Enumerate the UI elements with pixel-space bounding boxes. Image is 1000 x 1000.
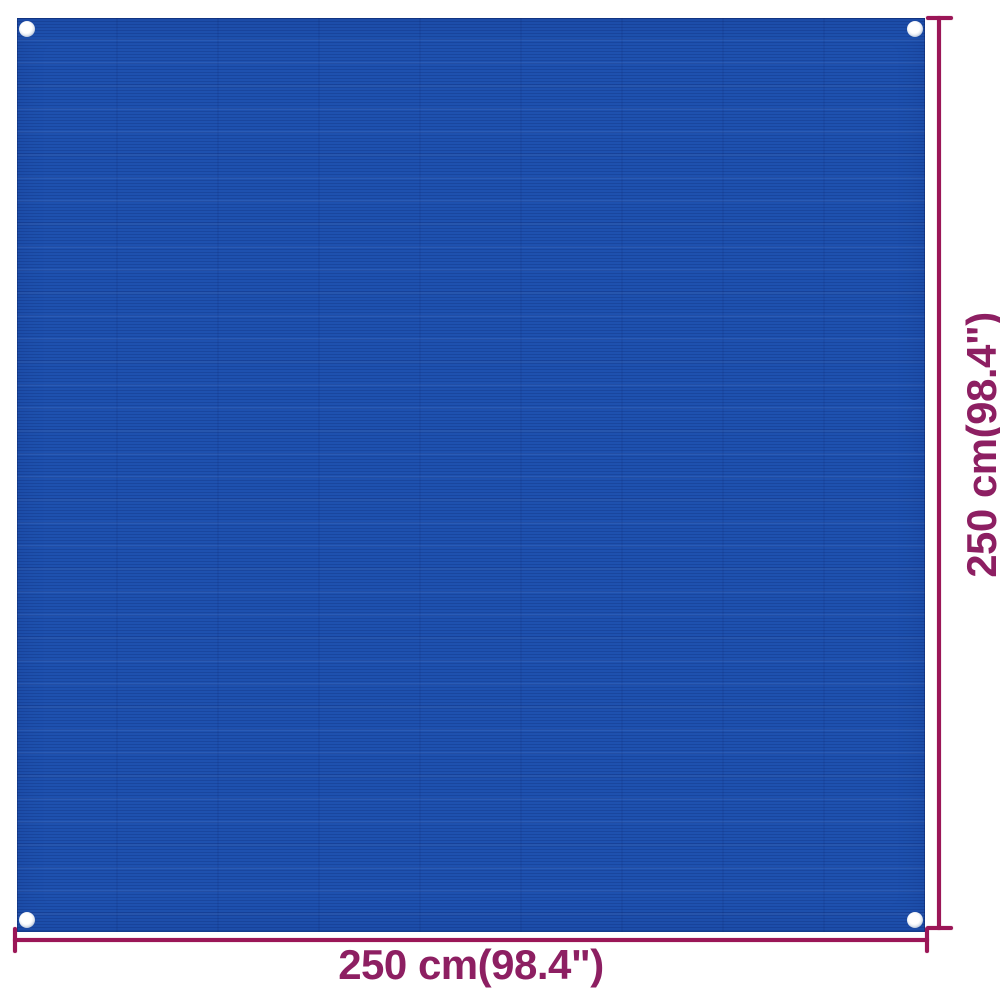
- right-dimension-line: [937, 16, 941, 930]
- bottom-dimension-label: 250 cm(98.4"): [338, 941, 604, 988]
- grommet-top-right-icon: [907, 21, 923, 37]
- bottom-dimension-right-tick: [925, 927, 929, 953]
- bottom-dimension-line: [13, 938, 929, 942]
- right-dimension-label: 250 cm(98.4"): [958, 312, 1000, 578]
- right-dimension-bottom-tick: [926, 926, 953, 930]
- right-dimension-top-tick: [926, 16, 953, 20]
- tent-carpet-fabric: [17, 18, 925, 932]
- bottom-dimension-left-tick: [13, 927, 17, 953]
- grommet-bottom-right-icon: [907, 912, 923, 928]
- grommet-top-left-icon: [19, 21, 35, 37]
- grommet-bottom-left-icon: [19, 912, 35, 928]
